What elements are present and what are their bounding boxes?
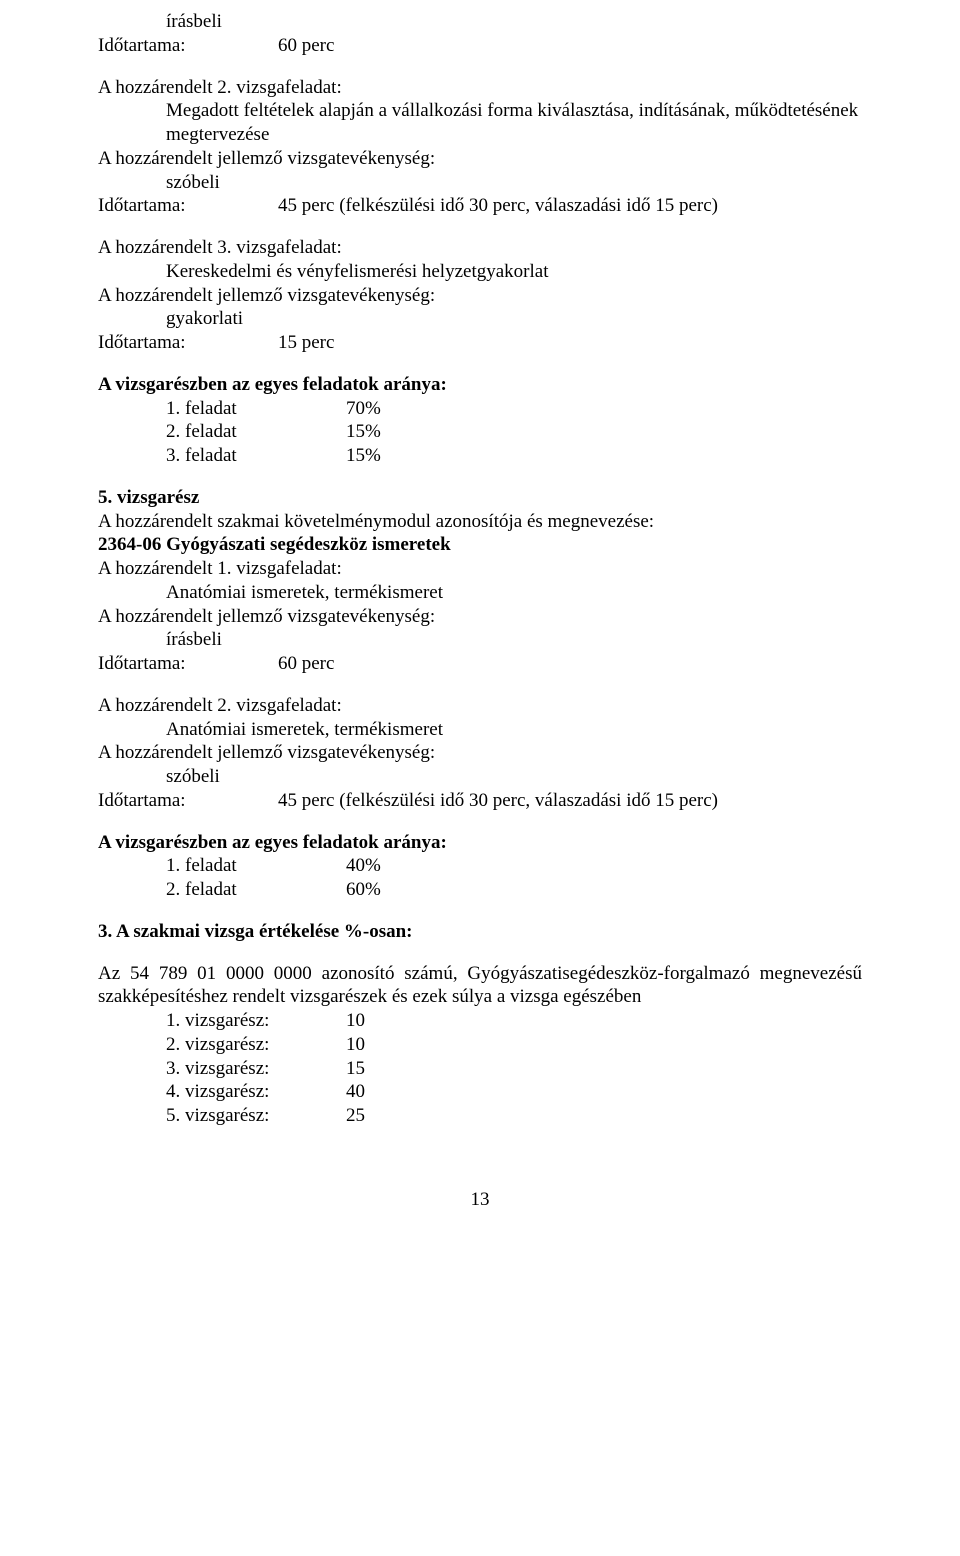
label: 2. feladat xyxy=(166,878,346,902)
text-line: A hozzárendelt 2. vizsgafeladat: xyxy=(98,76,862,100)
text-row: 1. feladat 40% xyxy=(98,854,862,878)
page-number: 13 xyxy=(98,1188,862,1212)
label: 4. vizsgarész: xyxy=(166,1080,346,1104)
value: 40% xyxy=(346,854,381,878)
text-row: Időtartama: 45 perc (felkészülési idő 30… xyxy=(98,194,862,218)
text-line: Anatómiai ismeretek, termékismeret xyxy=(98,581,862,605)
document-page: írásbeli Időtartama: 60 perc A hozzárend… xyxy=(0,0,960,1252)
value: 15 perc xyxy=(278,331,334,355)
value: 60 perc xyxy=(278,34,334,58)
text-line: szóbeli xyxy=(98,171,862,195)
label: 3. vizsgarész: xyxy=(166,1057,346,1081)
value: 25 xyxy=(346,1104,365,1128)
text-line: írásbeli xyxy=(98,628,862,652)
text-line: A hozzárendelt 3. vizsgafeladat: xyxy=(98,236,862,260)
label: Időtartama: xyxy=(98,194,278,218)
label: 1. vizsgarész: xyxy=(166,1009,346,1033)
text-row: 2. feladat 60% xyxy=(98,878,862,902)
section-heading: 3. A szakmai vizsga értékelése %-osan: xyxy=(98,920,862,944)
label: Időtartama: xyxy=(98,789,278,813)
text-line: A hozzárendelt jellemző vizsgatevékenysé… xyxy=(98,605,862,629)
value: 15% xyxy=(346,444,381,468)
label: 1. feladat xyxy=(166,854,346,878)
label: 1. feladat xyxy=(166,397,346,421)
value: 70% xyxy=(346,397,381,421)
text-line: A hozzárendelt 1. vizsgafeladat: xyxy=(98,557,862,581)
label: Időtartama: xyxy=(98,34,278,58)
text-line: szóbeli xyxy=(98,765,862,789)
section-heading: A vizsgarészben az egyes feladatok arány… xyxy=(98,831,862,855)
value: 15% xyxy=(346,420,381,444)
text-row: Időtartama: 15 perc xyxy=(98,331,862,355)
text-line: Kereskedelmi és vényfelismerési helyzetg… xyxy=(98,260,862,284)
text-line: A hozzárendelt szakmai követelménymodul … xyxy=(98,510,862,534)
text-row: 5. vizsgarész: 25 xyxy=(98,1104,862,1128)
text-row: Időtartama: 60 perc xyxy=(98,652,862,676)
label: 3. feladat xyxy=(166,444,346,468)
text-line: 2364-06 Gyógyászati segédeszköz ismerete… xyxy=(98,533,862,557)
text-line: Megadott feltételek alapján a vállalkozá… xyxy=(98,99,862,147)
text-row: 2. vizsgarész: 10 xyxy=(98,1033,862,1057)
text-row: 3. feladat 15% xyxy=(98,444,862,468)
text-row: 3. vizsgarész: 15 xyxy=(98,1057,862,1081)
label: 2. feladat xyxy=(166,420,346,444)
section-heading: A vizsgarészben az egyes feladatok arány… xyxy=(98,373,862,397)
text-line: A hozzárendelt jellemző vizsgatevékenysé… xyxy=(98,284,862,308)
text-row: Időtartama: 45 perc (felkészülési idő 30… xyxy=(98,789,862,813)
value: 10 xyxy=(346,1033,365,1057)
value: 40 xyxy=(346,1080,365,1104)
label: 5. vizsgarész: xyxy=(166,1104,346,1128)
value: 45 perc (felkészülési idő 30 perc, válas… xyxy=(278,194,718,218)
label: 2. vizsgarész: xyxy=(166,1033,346,1057)
text-line: A hozzárendelt 2. vizsgafeladat: xyxy=(98,694,862,718)
value: 10 xyxy=(346,1009,365,1033)
text-line: A hozzárendelt jellemző vizsgatevékenysé… xyxy=(98,741,862,765)
text-row: 1. feladat 70% xyxy=(98,397,862,421)
value: 60 perc xyxy=(278,652,334,676)
value: 45 perc (felkészülési idő 30 perc, válas… xyxy=(278,789,718,813)
text-line: Anatómiai ismeretek, termékismeret xyxy=(98,718,862,742)
text-row: Időtartama: 60 perc xyxy=(98,34,862,58)
section-heading: 5. vizsgarész xyxy=(98,486,862,510)
text-line: írásbeli xyxy=(98,10,862,34)
label: Időtartama: xyxy=(98,331,278,355)
text-line: gyakorlati xyxy=(98,307,862,331)
text-row: 4. vizsgarész: 40 xyxy=(98,1080,862,1104)
value: 60% xyxy=(346,878,381,902)
text-row: 2. feladat 15% xyxy=(98,420,862,444)
value: 15 xyxy=(346,1057,365,1081)
text-line: A hozzárendelt jellemző vizsgatevékenysé… xyxy=(98,147,862,171)
paragraph: Az 54 789 01 0000 0000 azonosító számú, … xyxy=(98,962,862,1010)
label: Időtartama: xyxy=(98,652,278,676)
text-row: 1. vizsgarész: 10 xyxy=(98,1009,862,1033)
